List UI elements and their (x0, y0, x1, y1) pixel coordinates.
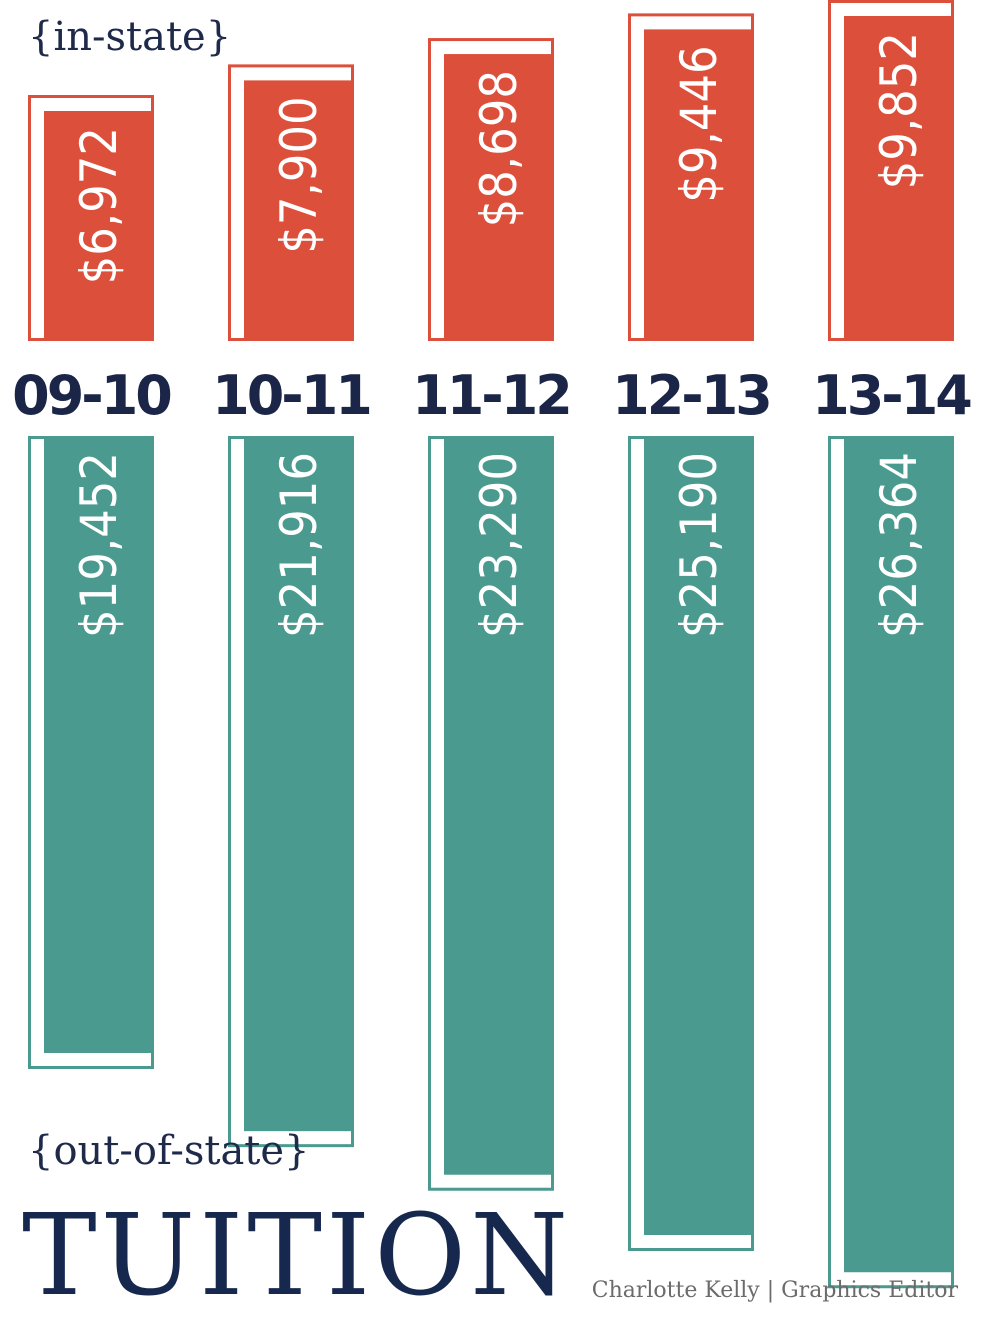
in-state-bar (844, 15, 954, 341)
in-state-value-label: $7,900 (270, 96, 328, 253)
in-state-bar (244, 80, 354, 342)
year-label: 12-13 (612, 364, 770, 427)
out-of-state-bar (444, 436, 554, 1175)
in-state-bar (644, 29, 754, 341)
year-label: 09-10 (12, 364, 170, 427)
out-of-state-bar (44, 436, 154, 1053)
year-label: 11-12 (412, 364, 570, 427)
out-of-state-value-label: $25,190 (670, 452, 728, 638)
in-state-value-label: $9,852 (870, 32, 928, 189)
in-state-label: {in-state} (28, 14, 232, 60)
in-state-bar (44, 111, 154, 341)
chart-title: TUITION (22, 1191, 573, 1321)
year-label: 10-11 (212, 364, 370, 427)
year-label: 13-14 (812, 364, 971, 427)
out-of-state-value-label: $26,364 (870, 452, 928, 638)
out-of-state-value-label: $23,290 (470, 452, 528, 638)
in-state-value-label: $6,972 (70, 127, 128, 284)
out-of-state-bar (244, 436, 354, 1132)
out-of-state-value-label: $21,916 (270, 452, 328, 638)
out-of-state-value-label: $19,452 (70, 452, 128, 638)
in-state-value-label: $9,446 (670, 45, 728, 202)
out-of-state-bar (644, 436, 754, 1236)
in-state-value-label: $8,698 (470, 70, 528, 227)
in-state-bar (444, 54, 554, 341)
out-of-state-label: {out-of-state} (28, 1128, 310, 1174)
credit-line: Charlotte Kelly | Graphics Editor (591, 1278, 958, 1303)
out-of-state-bar (844, 436, 954, 1273)
